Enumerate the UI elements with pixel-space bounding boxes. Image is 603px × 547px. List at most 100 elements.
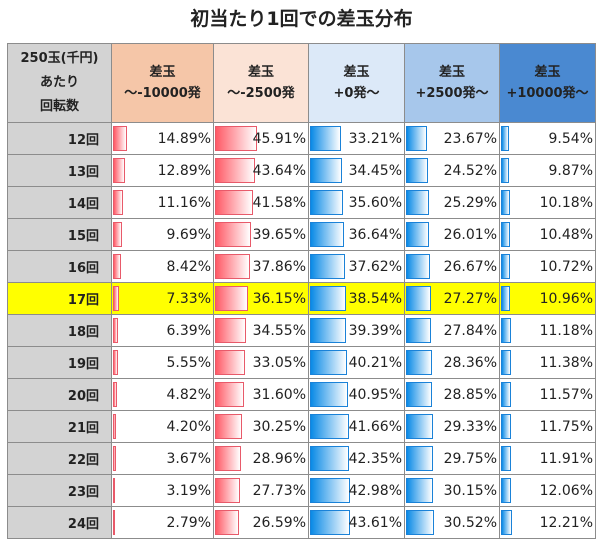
value-text: 11.57% [539,386,593,403]
data-bar [113,382,117,407]
header-column-3: 差玉 +2500発～ [404,43,500,123]
data-bar [113,510,115,535]
row-label: 19回 [7,346,112,379]
data-bar [113,222,122,247]
value-cell: 30.15% [404,474,500,507]
data-bar [406,254,431,279]
value-cell: 29.33% [404,410,500,443]
data-bar [215,158,256,183]
value-text: 37.86% [252,258,306,275]
value-text: 30.15% [443,482,497,499]
value-cell: 7.33% [111,282,214,315]
value-cell: 43.64% [213,154,309,187]
data-bar [501,446,512,471]
value-text: 24.52% [443,162,497,179]
value-cell: 24.52% [404,154,500,187]
header-line2: +10000発～ [506,86,589,101]
value-cell: 28.96% [213,442,309,475]
value-cell: 31.60% [213,378,309,411]
row-label: 16回 [7,250,112,283]
data-bar [310,446,350,471]
value-cell: 2.79% [111,506,214,539]
header-line2: ～-2500発 [227,86,295,101]
value-text: 27.73% [252,482,306,499]
value-text: 28.36% [443,354,497,371]
data-bar [215,190,254,215]
data-bar [406,158,429,183]
value-cell: 38.54% [308,282,405,315]
value-cell: 41.58% [213,186,309,219]
data-bar [501,414,512,439]
data-bar [406,382,433,407]
data-bar [406,126,428,151]
value-cell: 3.19% [111,474,214,507]
header-column-1: 差玉 ～-2500発 [213,43,309,123]
value-text: 34.45% [348,162,402,179]
value-text: 29.75% [443,450,497,467]
table-row: 24回 2.79% 26.59% 43.61% 30.52% 12.21% [7,506,596,539]
data-bar [310,510,351,535]
value-cell: 27.27% [404,282,500,315]
value-text: 8.42% [166,258,211,275]
value-cell: 33.21% [308,122,405,155]
data-bar [215,414,243,439]
data-bar [501,318,511,343]
value-cell: 11.18% [499,314,596,347]
data-bar [310,158,342,183]
header-label-line: あたり [39,75,79,90]
value-cell: 9.69% [111,218,214,251]
value-cell: 6.39% [111,314,214,347]
value-text: 9.54% [548,130,593,147]
value-text: 7.33% [166,290,211,307]
data-bar [310,414,349,439]
value-text: 4.20% [166,418,211,435]
header-line2: +0発～ [333,86,380,101]
value-text: 40.95% [348,386,402,403]
value-cell: 29.75% [404,442,500,475]
value-text: 10.96% [539,290,593,307]
header-line2: ～-10000発 [124,86,201,101]
value-text: 43.64% [252,162,306,179]
header-line1: 差玉 [149,65,176,80]
header-line2: +2500発～ [415,86,489,101]
value-text: 10.18% [539,194,593,211]
value-cell: 10.18% [499,186,596,219]
value-cell: 40.21% [308,346,405,379]
value-text: 27.84% [443,322,497,339]
value-text: 11.91% [539,450,593,467]
data-bar [406,350,432,375]
data-bar [215,446,242,471]
value-text: 33.21% [348,130,402,147]
value-cell: 10.48% [499,218,596,251]
value-cell: 12.06% [499,474,596,507]
value-text: 10.72% [539,258,593,275]
value-cell: 33.05% [213,346,309,379]
value-cell: 5.55% [111,346,214,379]
header-label-line: 250玉(千円) [20,51,99,66]
data-bar [406,510,434,535]
value-cell: 12.21% [499,506,596,539]
data-bar [113,126,128,151]
value-cell: 35.60% [308,186,405,219]
value-text: 36.64% [348,226,402,243]
table-row: 17回 7.33% 36.15% 38.54% 27.27% 10.96% [7,282,596,315]
data-bar [501,254,511,279]
table-row: 21回 4.20% 30.25% 41.66% 29.33% 11.75% [7,410,596,443]
value-text: 11.18% [539,322,593,339]
row-label: 24回 [7,506,112,539]
value-cell: 12.89% [111,154,214,187]
data-bar [406,222,430,247]
header-column-4: 差玉 +10000発～ [499,43,596,123]
data-bar [501,190,510,215]
row-label: 21回 [7,410,112,443]
data-bar [310,350,348,375]
row-label: 17回 [7,282,112,315]
data-bar [501,158,510,183]
value-cell: 41.66% [308,410,405,443]
value-cell: 11.38% [499,346,596,379]
row-label: 23回 [7,474,112,507]
value-text: 2.79% [166,514,211,531]
table-row: 22回 3.67% 28.96% 42.35% 29.75% 11.91% [7,442,596,475]
value-text: 36.15% [252,290,306,307]
value-text: 31.60% [252,386,306,403]
